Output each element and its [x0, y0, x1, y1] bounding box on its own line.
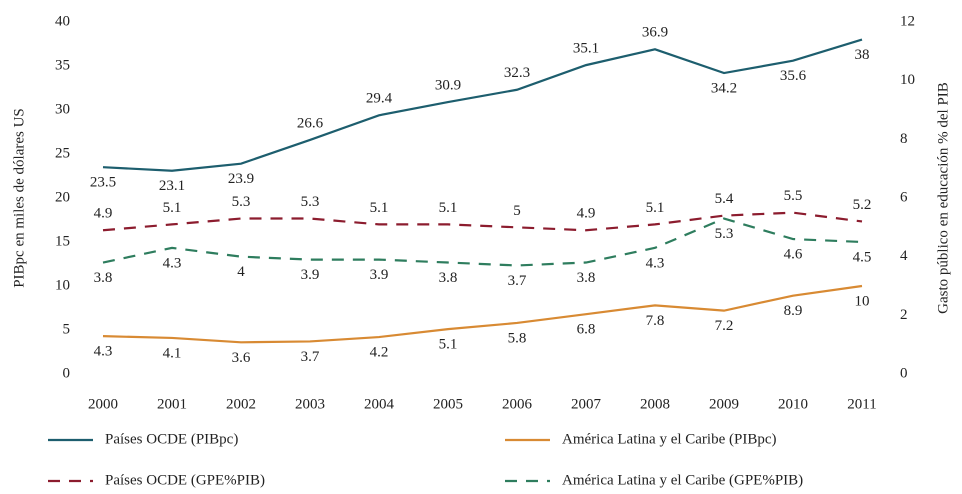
data-label: 4.9: [577, 206, 596, 222]
series-line: [102, 217, 863, 267]
data-label: 5.1: [163, 200, 182, 216]
y-tick-label: 5: [63, 321, 71, 337]
data-label: 26.6: [297, 115, 324, 131]
data-label: 4.6: [784, 247, 803, 263]
data-label: 4.3: [163, 255, 182, 271]
data-label: 5.2: [853, 197, 872, 213]
data-label: 35.1: [573, 41, 599, 57]
x-tick-label: 2008: [640, 396, 670, 412]
y-tick-label: 25: [55, 145, 70, 161]
data-label: 3.8: [94, 270, 113, 286]
x-tick-label: 2007: [571, 396, 602, 412]
x-tick-label: 2009: [709, 396, 739, 412]
legend-label: Países OCDE (PIBpc): [105, 431, 238, 447]
legend-label: Países OCDE (GPE%PIB): [105, 472, 265, 488]
data-label: 29.4: [366, 91, 393, 107]
data-label: 34.2: [711, 80, 737, 96]
data-label: 4.1: [163, 345, 182, 361]
data-label: 5.5: [784, 188, 803, 204]
data-label: 23.9: [228, 171, 254, 187]
y-tick-label: 30: [55, 101, 70, 117]
data-label: 23.1: [159, 178, 185, 194]
data-label: 6.8: [577, 322, 596, 338]
data-label: 3.7: [301, 349, 320, 365]
y2-tick-label: 6: [900, 189, 908, 205]
data-label: 7.8: [646, 313, 665, 329]
x-tick-label: 2010: [778, 396, 808, 412]
x-tick-label: 2011: [847, 396, 876, 412]
y-tick-label: 15: [55, 233, 70, 249]
y2-axis-title: Gasto público en educación % del PIB: [935, 82, 951, 314]
y2-tick-label: 12: [900, 13, 915, 29]
data-label: 5.1: [439, 337, 458, 353]
x-tick-label: 2002: [226, 396, 256, 412]
data-label: 10: [855, 293, 870, 309]
y2-tick-label: 10: [900, 72, 915, 88]
data-label: 35.6: [780, 68, 807, 84]
data-label: 3.8: [577, 270, 596, 286]
data-label: 4.3: [94, 344, 113, 360]
data-label: 4.2: [370, 344, 389, 360]
data-label: 3.6: [232, 350, 251, 366]
data-label: 3.8: [439, 270, 458, 286]
data-label: 5.3: [301, 194, 320, 210]
data-label: 5.1: [439, 200, 458, 216]
series-line: [102, 38, 863, 172]
data-label: 3.9: [370, 267, 389, 283]
x-tick-label: 2001: [157, 396, 187, 412]
x-tick-label: 2006: [502, 396, 533, 412]
data-label: 4: [237, 264, 245, 280]
data-label: 4.5: [853, 249, 872, 265]
x-tick-label: 2003: [295, 396, 325, 412]
x-tick-label: 2000: [88, 396, 118, 412]
data-label: 30.9: [435, 78, 461, 94]
data-label: 38: [855, 47, 870, 63]
series-line: [102, 211, 863, 232]
data-label: 5.4: [715, 191, 734, 207]
y2-tick-label: 4: [900, 248, 908, 264]
y-tick-label: 40: [55, 13, 70, 29]
data-label: 3.9: [301, 267, 320, 283]
data-label: 7.2: [715, 318, 734, 334]
y-tick-label: 10: [55, 277, 70, 293]
data-label: 8.9: [784, 303, 803, 319]
legend-label: América Latina y el Caribe (PIBpc): [562, 431, 777, 447]
data-label: 5: [513, 203, 521, 219]
data-label: 36.9: [642, 25, 668, 41]
data-label: 5.8: [508, 330, 527, 346]
data-label: 23.5: [90, 175, 116, 191]
y-tick-label: 0: [63, 365, 71, 381]
series-line: [102, 284, 863, 344]
data-label: 5.1: [370, 200, 389, 216]
y2-tick-label: 0: [900, 365, 908, 381]
data-label: 5.1: [646, 200, 665, 216]
data-label: 3.7: [508, 273, 527, 289]
y-tick-label: 20: [55, 189, 70, 205]
legend-label: América Latina y el Caribe (GPE%PIB): [562, 472, 803, 488]
y2-tick-label: 2: [900, 307, 908, 323]
x-tick-label: 2005: [433, 396, 463, 412]
data-label: 4.9: [94, 206, 113, 222]
x-tick-label: 2004: [364, 396, 395, 412]
y2-tick-label: 8: [900, 131, 908, 147]
y-axis-title: PIBpc en miles de dólares US: [11, 108, 27, 288]
data-label: 32.3: [504, 65, 530, 81]
data-label: 4.3: [646, 255, 665, 271]
y-tick-label: 35: [55, 57, 70, 73]
data-label: 5.3: [232, 194, 251, 210]
data-label: 5.3: [715, 226, 734, 242]
